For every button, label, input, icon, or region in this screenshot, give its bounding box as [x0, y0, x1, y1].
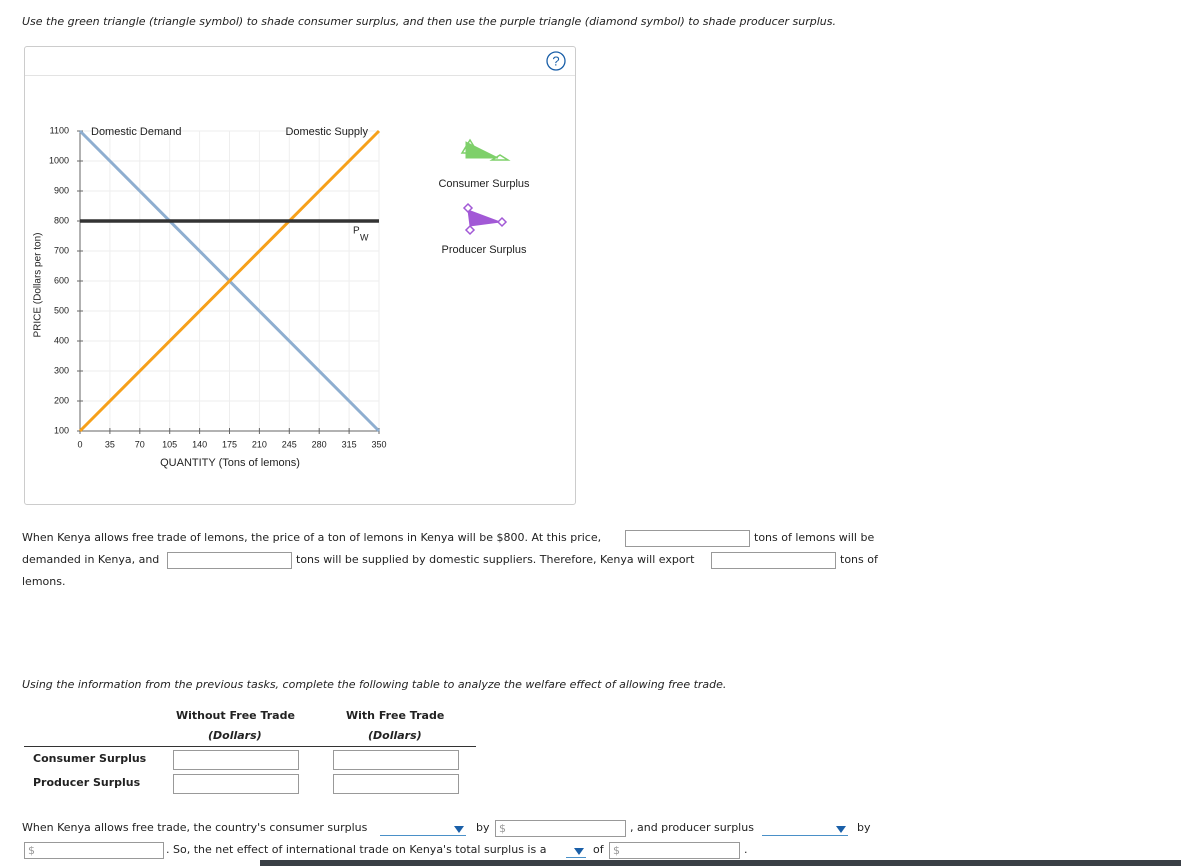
bottom-bar: [260, 860, 1181, 866]
column-header: Without Free Trade: [176, 709, 295, 722]
y-tick-label: 900: [54, 185, 69, 195]
y-tick-label: 200: [54, 395, 69, 405]
tool-marker: [462, 202, 474, 214]
dropdown[interactable]: [380, 823, 466, 836]
currency-sign: $: [499, 822, 506, 835]
question-text: tons of lemons will be: [754, 531, 875, 544]
question-text: by: [857, 821, 871, 834]
graph-panel: [24, 46, 576, 505]
x-tick-label: 350: [371, 439, 386, 449]
chart: ? Consumer Surplus Producer Surplus QUAN…: [33, 51, 566, 469]
question-text: When Kenya allows free trade of lemons, …: [22, 531, 602, 544]
question-text: When Kenya allows free trade, the countr…: [22, 821, 368, 834]
text-input[interactable]: [167, 552, 292, 569]
y-tick-label: 400: [54, 335, 69, 345]
y-tick-label: 600: [54, 275, 69, 285]
y-tick-label: 1100: [50, 125, 69, 135]
row-header: Consumer Surplus: [33, 752, 147, 765]
tool-marker: [460, 138, 480, 154]
question-text: of: [593, 843, 604, 856]
currency-sign: $: [613, 844, 620, 857]
series-label: Domestic Demand: [91, 126, 181, 138]
question-text: .: [744, 843, 748, 856]
producer-surplus-tool[interactable]: [467, 209, 501, 227]
question-text: lemons.: [22, 575, 66, 588]
currency-input[interactable]: $: [24, 842, 164, 859]
text-input[interactable]: [333, 774, 459, 794]
tool-marker: [496, 216, 508, 228]
tool-marker: [489, 154, 511, 161]
help-icon-text[interactable]: ?: [552, 53, 559, 68]
series-label: Domestic Supply: [285, 126, 368, 138]
consumer-surplus-tool[interactable]: [465, 141, 499, 159]
x-tick-label: 140: [192, 439, 207, 449]
question-text: demanded in Kenya, and: [22, 553, 160, 566]
column-header: With Free Trade: [346, 709, 445, 722]
series-line: [78, 129, 381, 433]
text-input[interactable]: [711, 552, 836, 569]
tool-marker: [464, 224, 476, 236]
question-text: tons will be supplied by domestic suppli…: [296, 553, 695, 566]
x-tick-label: 280: [312, 439, 327, 449]
text-input[interactable]: [173, 750, 299, 770]
x-tick-label: 105: [162, 439, 177, 449]
y-tick-label: 100: [54, 425, 69, 435]
x-axis-label: QUANTITY (Tons of lemons): [160, 457, 300, 469]
question-text: by: [476, 821, 490, 834]
question-text: tons of: [840, 553, 878, 566]
x-tick-label: 245: [282, 439, 297, 449]
x-tick-label: 0: [77, 439, 82, 449]
question-text: . So, the net effect of international tr…: [166, 843, 547, 856]
text-input[interactable]: [333, 750, 459, 770]
question-text: , and producer surplus: [630, 821, 754, 834]
y-tick-label: 700: [54, 245, 69, 255]
x-tick-label: 315: [342, 439, 357, 449]
series-label-subscript: W: [360, 232, 369, 242]
question-prompt: Using the information from the previous …: [22, 678, 727, 691]
x-tick-label: 70: [135, 439, 145, 449]
currency-sign: $: [28, 844, 35, 857]
y-tick-label: 300: [54, 365, 69, 375]
x-tick-label: 210: [252, 439, 267, 449]
instruction: Use the green triangle (triangle symbol)…: [22, 15, 836, 28]
column-unit: (Dollars): [368, 729, 422, 742]
row-header: Producer Surplus: [33, 776, 141, 789]
text-input[interactable]: [625, 530, 750, 547]
panel-divider: [25, 75, 575, 76]
table-rule: [24, 746, 476, 747]
x-tick-label: 175: [222, 439, 237, 449]
column-unit: (Dollars): [208, 729, 262, 742]
currency-input[interactable]: $: [609, 842, 740, 859]
dropdown[interactable]: [762, 823, 848, 836]
dropdown[interactable]: [566, 845, 586, 858]
x-tick-label: 35: [105, 439, 115, 449]
y-tick-label: 500: [54, 305, 69, 315]
tool-label: Consumer Surplus: [438, 178, 530, 190]
currency-input[interactable]: $: [495, 820, 626, 837]
tool-label: Producer Surplus: [442, 244, 527, 256]
series-label: P: [353, 226, 360, 237]
y-tick-label: 1000: [49, 155, 69, 165]
help-icon[interactable]: [546, 51, 566, 71]
text-input[interactable]: [173, 774, 299, 794]
y-axis-label: PRICE (Dollars per ton): [33, 232, 44, 337]
y-tick-label: 800: [54, 215, 69, 225]
